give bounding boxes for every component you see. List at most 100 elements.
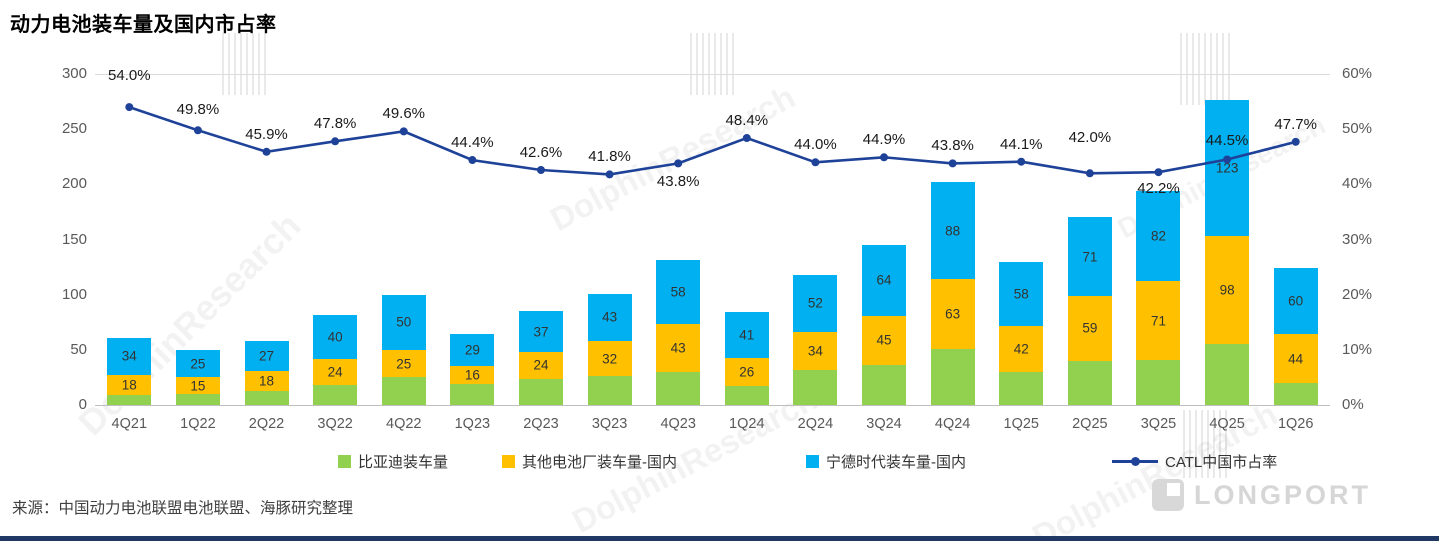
bar-segment-catl xyxy=(930,182,975,280)
left-axis-tick-label: 200 xyxy=(61,175,87,193)
bar-value-label: 34 xyxy=(121,348,137,364)
line-point-marker xyxy=(262,147,271,156)
bar-value-label: 18 xyxy=(259,373,275,389)
bar-segment-byd xyxy=(1136,359,1181,405)
bar-segment-catl xyxy=(107,337,152,376)
line-point-marker xyxy=(1154,168,1163,177)
bar-segment-byd xyxy=(930,348,975,405)
bar-value-label: 45 xyxy=(876,332,892,348)
bar-segment-byd xyxy=(313,385,358,405)
legend-label: 宁德时代装车量-国内 xyxy=(826,454,966,471)
x-axis-label: 4Q23 xyxy=(660,416,696,432)
bar-value-label: 71 xyxy=(1150,313,1166,329)
bar-value-label: 41 xyxy=(739,327,755,343)
bar-segment-byd xyxy=(1205,344,1250,405)
bar-segment-catl xyxy=(999,261,1044,326)
line-point-marker xyxy=(468,156,477,165)
market-share-line xyxy=(128,105,1297,176)
line-point-marker xyxy=(193,126,202,135)
bar-segment-byd xyxy=(381,377,426,405)
share-line-value-label: 49.8% xyxy=(176,101,220,119)
bar-segment-others xyxy=(930,279,975,349)
bar-segment-catl xyxy=(450,334,495,367)
bar-value-label: 98 xyxy=(1219,282,1235,298)
left-axis-tick-label: 250 xyxy=(61,120,87,138)
bar-value-label: 24 xyxy=(533,357,549,373)
barcode-watermark xyxy=(1183,410,1229,478)
line-point-marker xyxy=(536,165,545,174)
share-line-value-label: 42.2% xyxy=(1137,180,1180,198)
line-point-marker xyxy=(331,137,340,146)
bar-value-label: 44 xyxy=(1288,351,1304,367)
x-axis-label: 1Q23 xyxy=(454,416,491,432)
x-axis-label: 4Q21 xyxy=(111,416,148,432)
line-point-marker xyxy=(125,103,134,112)
bar-segment-others xyxy=(724,357,769,387)
share-line-value-label: 44.0% xyxy=(794,136,837,154)
chart-title: 动力电池装车量及国内市占率 xyxy=(10,14,277,36)
x-axis-label: 1Q22 xyxy=(180,416,216,432)
bar-segment-others xyxy=(1205,236,1250,345)
right-axis-tick-label: 30% xyxy=(1342,230,1373,248)
bar-segment-others xyxy=(862,315,907,366)
x-axis-label: 1Q25 xyxy=(1003,416,1039,432)
longport-logo-icon xyxy=(1152,479,1184,511)
bar-segment-byd xyxy=(244,390,289,405)
bar-segment-catl xyxy=(313,314,358,359)
left-axis-tick-label: 0 xyxy=(78,396,87,413)
bar-segment-others xyxy=(107,375,152,396)
line-point-marker xyxy=(811,158,820,167)
bar-segment-others xyxy=(450,366,495,385)
bar-value-label: 52 xyxy=(807,295,823,311)
line-point-marker xyxy=(1017,157,1026,166)
bar-value-label: 24 xyxy=(327,364,343,380)
right-axis-tick-label: 10% xyxy=(1342,340,1373,358)
bar-segment-byd xyxy=(518,378,563,405)
bar-segment-byd xyxy=(175,393,220,405)
bar-value-label: 37 xyxy=(533,324,549,340)
bar-segment-others xyxy=(587,341,632,377)
bar-value-label: 34 xyxy=(807,343,823,359)
bar-segment-others xyxy=(1136,281,1181,360)
bar-segment-byd xyxy=(724,386,769,405)
share-line-value-label: 44.4% xyxy=(451,134,494,152)
bar-value-label: 64 xyxy=(876,272,892,288)
share-line-value-label: 45.9% xyxy=(245,125,288,143)
share-line-value-label: 44.5% xyxy=(1205,131,1249,149)
bar-value-label: 82 xyxy=(1150,228,1166,244)
share-line-value-label: 54.0% xyxy=(108,67,151,85)
x-axis-label: 4Q24 xyxy=(934,416,971,432)
dolphin-watermark: DolphinResearch xyxy=(544,77,802,238)
x-axis-label: 4Q22 xyxy=(386,416,422,432)
barcode-watermark xyxy=(690,33,736,95)
bar-segment-others xyxy=(518,352,563,379)
right-axis-tick-label: 0% xyxy=(1342,396,1364,413)
bar-segment-others xyxy=(381,349,426,378)
legend-item-share-line: CATL中国市占率 xyxy=(1112,451,1277,472)
bar-segment-byd xyxy=(1067,360,1112,405)
bar-segment-catl xyxy=(381,294,426,350)
bar-segment-others xyxy=(175,377,220,394)
bar-value-label: 42 xyxy=(1013,341,1029,357)
bar-segment-others xyxy=(244,370,289,391)
share-line-value-label: 43.8% xyxy=(931,137,974,155)
right-axis-tick-label: 40% xyxy=(1342,175,1373,193)
left-axis-tick-label: 50 xyxy=(70,340,87,358)
bar-segment-catl xyxy=(244,341,289,371)
bar-value-label: 26 xyxy=(739,364,755,380)
barcode-watermark xyxy=(1180,33,1234,105)
x-axis-label: 2Q23 xyxy=(523,416,559,432)
bar-value-label: 43 xyxy=(602,309,618,325)
line-point-marker xyxy=(742,133,751,142)
left-axis-tick-label: 300 xyxy=(61,65,87,82)
bar-segment-others xyxy=(656,324,701,372)
legend-item-others: 其他电池厂装车量-国内 xyxy=(502,451,677,472)
right-axis-tick-label: 60% xyxy=(1342,65,1373,82)
right-axis-tick-label: 20% xyxy=(1342,285,1373,303)
share-line-value-label: 43.8% xyxy=(656,173,700,191)
longport-logo: LONGPORT xyxy=(1152,479,1371,511)
source-note: 来源：中国动力电池联盟电池联盟、海豚研究整理 xyxy=(12,500,354,517)
bottom-accent-bar xyxy=(0,536,1439,541)
bar-value-label: 123 xyxy=(1215,160,1239,176)
